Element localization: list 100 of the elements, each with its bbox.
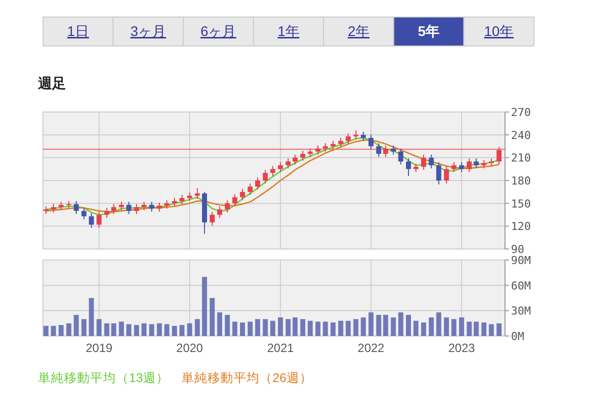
bar [187, 323, 192, 336]
candlestick [81, 207, 86, 220]
candlestick [383, 144, 388, 158]
bar [134, 325, 140, 336]
y-tick-label: 0M [511, 330, 525, 343]
bar [58, 325, 64, 336]
bar [118, 322, 124, 336]
bar [292, 317, 298, 336]
bar [383, 314, 388, 336]
bar [270, 320, 276, 336]
bar [262, 319, 268, 336]
candlestick [240, 188, 245, 201]
bar [255, 319, 260, 336]
bar [172, 326, 178, 336]
bar [346, 320, 351, 336]
y-tick-label: 30M [511, 304, 532, 318]
candlestick [149, 201, 154, 212]
candlestick [217, 206, 222, 218]
bar [398, 312, 404, 336]
candlestick [376, 142, 382, 158]
candlestick [210, 211, 215, 226]
candlestick [390, 144, 396, 156]
bar [308, 320, 313, 336]
candlestick [248, 183, 253, 196]
candlestick [134, 204, 140, 214]
bar [66, 323, 72, 336]
bar [43, 326, 48, 336]
category-label: 1日 [67, 23, 89, 39]
candlestick [368, 134, 374, 150]
bar [232, 322, 238, 336]
bar [88, 298, 94, 336]
candlestick [292, 154, 298, 166]
candlestick [466, 158, 472, 173]
candlestick [88, 212, 94, 228]
candlestick [444, 166, 449, 184]
candlestick [111, 204, 116, 214]
candlestick [278, 162, 283, 173]
candlestick [360, 131, 366, 142]
x-tick-label: 2023 [448, 341, 476, 355]
candlestick [436, 162, 442, 185]
bar [444, 317, 449, 336]
y-tick-label: 180 [511, 174, 531, 188]
bar [149, 324, 154, 336]
y-tick-label: 60M [511, 279, 532, 292]
candlestick [255, 176, 260, 190]
candlestick [346, 132, 351, 144]
bar [217, 312, 222, 336]
candlestick [262, 169, 268, 184]
bar [300, 319, 306, 336]
bar [488, 324, 494, 336]
bar [338, 320, 344, 336]
bar [202, 276, 208, 336]
candlestick [459, 162, 464, 173]
text: 単純移動平均（26週） [182, 371, 312, 385]
bar [224, 314, 230, 336]
y-tick-label: 270 [511, 106, 531, 119]
candlestick [353, 130, 358, 140]
candlestick [104, 207, 110, 218]
candlestick [156, 202, 162, 212]
y-tick-label: 240 [511, 128, 531, 142]
bar [278, 317, 283, 336]
bar [194, 319, 200, 336]
candlestick [428, 154, 434, 169]
bar [353, 319, 358, 336]
bar [315, 322, 320, 336]
candlestick [474, 158, 479, 169]
bar [459, 317, 464, 336]
candlestick [96, 211, 102, 228]
candlestick [398, 148, 404, 166]
bar [50, 326, 56, 336]
bar [496, 323, 502, 336]
bar [330, 322, 336, 336]
y-tick-label: 150 [511, 197, 531, 210]
y-tick-label: 90 [511, 243, 524, 256]
bar [406, 314, 411, 336]
candlestick [286, 158, 291, 169]
bar [413, 320, 418, 336]
candlestick [270, 166, 276, 176]
bar [428, 317, 434, 336]
category-label: 10年 [484, 23, 514, 39]
candlestick [406, 158, 411, 176]
bar [81, 319, 86, 336]
bar [286, 319, 291, 336]
bar [436, 312, 442, 336]
candlestick [224, 200, 230, 213]
x-tick-label: 2020 [176, 341, 204, 355]
y-tick-label: 210 [511, 152, 531, 165]
candlestick [300, 150, 306, 162]
bar [96, 319, 102, 336]
candlestick [126, 201, 132, 214]
category-label: 2年 [348, 23, 370, 39]
bar [248, 322, 253, 336]
bar [390, 317, 396, 336]
y-tick-label: 90M [511, 254, 532, 267]
bar [451, 319, 456, 336]
bar [126, 324, 132, 336]
x-tick-label: 2022 [358, 341, 385, 355]
bar [368, 312, 374, 336]
bar [360, 317, 366, 336]
candlestick [421, 154, 426, 170]
